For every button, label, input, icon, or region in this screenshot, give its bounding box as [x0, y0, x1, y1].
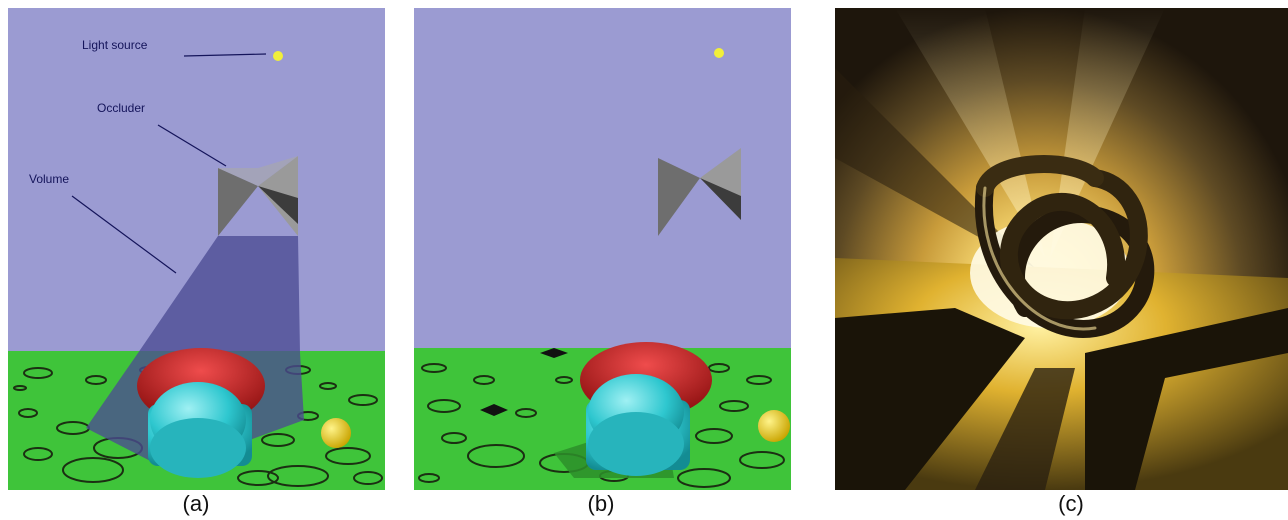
- light-source-label: Light source: [82, 38, 148, 52]
- scene-shadowed: [414, 8, 791, 490]
- trefoil-knot: [974, 155, 1155, 338]
- floor-shadow-left: [835, 308, 1025, 490]
- yellow-sphere: [321, 418, 351, 448]
- caption-c: (c): [1058, 491, 1084, 516]
- occluder-left-face: [218, 168, 258, 236]
- occluder-shadow-face: [258, 186, 298, 224]
- render-panel-b: [414, 8, 791, 490]
- scene-with-volume: [8, 8, 385, 490]
- light-source-leader: [183, 53, 267, 57]
- occluder-leader: [157, 124, 227, 167]
- glowing-knot-scene: [835, 8, 1288, 490]
- floor-shadow-right: [1085, 308, 1288, 490]
- light-source-point: [714, 48, 724, 58]
- volume-label: Volume: [29, 172, 70, 186]
- light-source-point: [273, 51, 283, 61]
- caption-a: (a): [182, 491, 210, 516]
- render-panel-c: [835, 8, 1288, 490]
- render-panel-a: [8, 8, 385, 490]
- yellow-sphere: [758, 410, 790, 442]
- volume-leader: [71, 195, 177, 274]
- occluder-left-face: [658, 158, 700, 236]
- occluder-label: Occluder: [97, 101, 146, 115]
- light-shaft: [895, 8, 1045, 258]
- caption-b: (b): [587, 491, 615, 516]
- small-shadow: [540, 348, 568, 358]
